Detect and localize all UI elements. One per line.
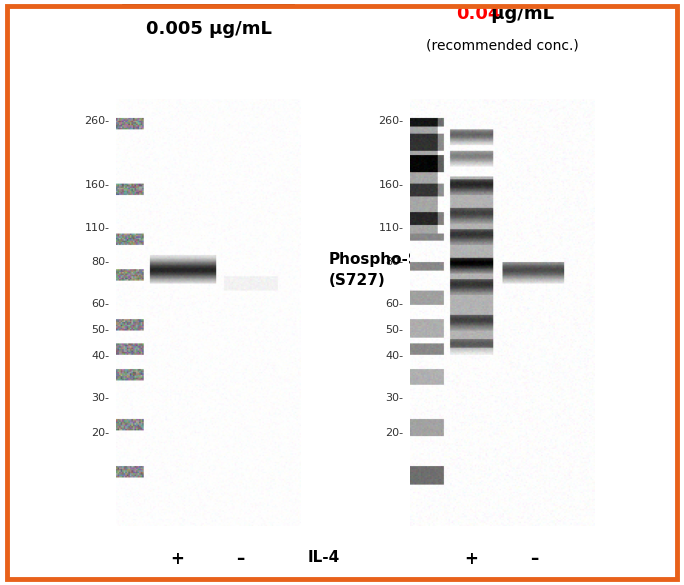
Text: 30-: 30- (92, 393, 109, 404)
Text: 260-: 260- (378, 116, 404, 126)
Text: 40-: 40- (386, 350, 404, 361)
Text: 40-: 40- (92, 350, 109, 361)
Text: –: – (236, 550, 244, 568)
Text: +: + (170, 550, 184, 568)
Text: –: – (530, 550, 538, 568)
Text: 160-: 160- (378, 180, 404, 190)
Text: 110-: 110- (84, 222, 109, 233)
Text: 50-: 50- (386, 325, 404, 335)
Text: 110-: 110- (378, 222, 404, 233)
Text: (recommended conc.): (recommended conc.) (426, 39, 579, 53)
Text: 60-: 60- (386, 300, 404, 309)
Text: +: + (464, 550, 478, 568)
Text: μg/mL: μg/mL (486, 5, 554, 23)
Text: 0.04: 0.04 (457, 5, 501, 23)
Text: 260-: 260- (84, 116, 109, 126)
Text: 50-: 50- (92, 325, 109, 335)
Text: 160-: 160- (84, 180, 109, 190)
Text: 0.005 μg/mL: 0.005 μg/mL (146, 20, 272, 38)
Text: 60-: 60- (92, 300, 109, 309)
Text: 80-: 80- (386, 257, 404, 267)
Text: 20-: 20- (92, 428, 109, 438)
Text: IL-4: IL-4 (308, 550, 340, 565)
Text: 30-: 30- (386, 393, 404, 404)
Text: 20-: 20- (386, 428, 404, 438)
Text: Phospho-Stat1
(S727): Phospho-Stat1 (S727) (328, 252, 455, 288)
Text: 80-: 80- (92, 257, 109, 267)
